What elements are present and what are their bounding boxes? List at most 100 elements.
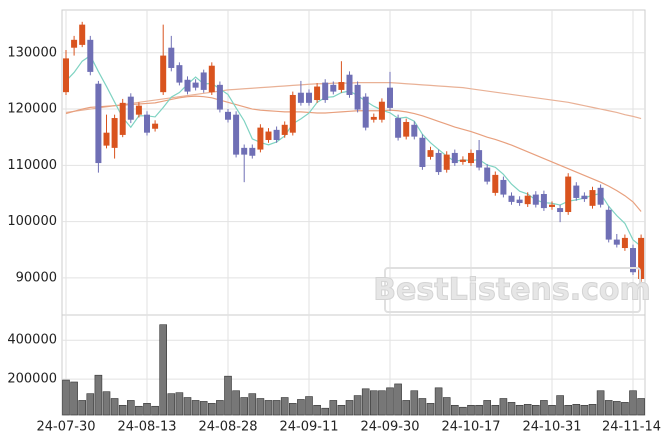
volume-bar xyxy=(394,383,402,416)
candle-body xyxy=(322,82,329,101)
volume-bar xyxy=(459,406,467,416)
volume-bar xyxy=(588,404,597,416)
candle-body xyxy=(208,65,215,93)
candle-body xyxy=(524,195,531,205)
candle-body xyxy=(306,92,312,103)
volume-bar xyxy=(475,404,483,416)
volume-bar xyxy=(321,407,330,416)
candle-body xyxy=(330,84,337,92)
volume-bar xyxy=(232,390,240,416)
candle-body xyxy=(144,114,150,133)
candle-body xyxy=(216,84,223,110)
volume-tick-label: 200000 xyxy=(7,372,57,387)
candle-body xyxy=(492,174,499,193)
candle-body xyxy=(273,129,280,140)
candle-body xyxy=(589,190,596,206)
y-tick-label: 130000 xyxy=(7,45,57,60)
candle-body xyxy=(241,147,248,155)
candle-body xyxy=(476,150,483,168)
volume-bar xyxy=(175,392,184,416)
candle-body xyxy=(297,92,304,103)
candle-body xyxy=(281,124,288,135)
candle-body xyxy=(200,72,207,90)
candle-body xyxy=(581,195,588,200)
volume-bar xyxy=(313,404,321,416)
candle-body xyxy=(638,237,645,279)
volume-bar xyxy=(491,404,500,416)
candle-body xyxy=(87,39,94,72)
candle-body xyxy=(605,209,612,240)
volume-bar xyxy=(118,404,127,416)
volume-bar xyxy=(564,404,573,416)
moving-average-line xyxy=(65,81,642,120)
volume-bar xyxy=(208,403,216,416)
candle-body xyxy=(540,194,547,209)
candle-body xyxy=(597,187,604,205)
volume-bar xyxy=(556,395,564,416)
candle-body xyxy=(95,83,102,164)
candle-body xyxy=(233,114,240,155)
watermark-text: BestListens.com xyxy=(373,273,651,308)
candle-body xyxy=(557,208,564,213)
candle-body xyxy=(411,124,418,137)
candle-body xyxy=(257,127,264,150)
volume-bar xyxy=(143,403,151,416)
candle-body xyxy=(314,86,321,101)
candle-body xyxy=(484,167,491,182)
candle-body xyxy=(630,248,636,273)
candle-body xyxy=(565,176,572,213)
volume-bar xyxy=(248,393,257,416)
candle-body xyxy=(427,150,434,157)
volume-bar xyxy=(78,400,86,416)
volume-bar xyxy=(86,393,95,416)
candle-body xyxy=(435,152,442,173)
volume-bar xyxy=(450,404,459,416)
volume-bar xyxy=(353,395,362,416)
volume-bar xyxy=(621,402,629,416)
moving-average-line xyxy=(65,95,642,212)
x-tick-label: 24-08-28 xyxy=(198,420,257,435)
volume-bar xyxy=(191,400,200,416)
volume-bar xyxy=(280,397,289,416)
volume-bar xyxy=(135,405,143,416)
candle-body xyxy=(338,82,345,90)
volume-bar xyxy=(523,404,532,416)
x-tick-label: 24-11-14 xyxy=(602,420,661,435)
y-tick-label: 120000 xyxy=(7,102,57,117)
candle-body xyxy=(500,179,507,195)
volume-bar xyxy=(442,397,451,416)
candle-body xyxy=(419,137,426,168)
x-tick-label: 24-07-30 xyxy=(36,420,95,435)
volume-bar xyxy=(345,400,354,416)
candle-body xyxy=(184,79,191,92)
candle-body xyxy=(225,111,231,120)
volume-bar xyxy=(62,379,70,416)
grid xyxy=(62,10,645,415)
volume-bar xyxy=(94,374,103,416)
watermark: BestListens.com xyxy=(373,267,651,313)
volume-bar xyxy=(540,400,548,416)
volume-bar xyxy=(378,390,386,416)
volume-bar xyxy=(256,398,265,416)
candle-body xyxy=(532,194,539,205)
volume-bar xyxy=(305,396,313,416)
volume-bar xyxy=(369,390,378,416)
candle-body xyxy=(176,65,183,83)
volume-bar xyxy=(418,398,427,416)
candle-body xyxy=(71,39,78,48)
candle-body xyxy=(152,123,159,129)
volume-bar xyxy=(216,400,224,416)
candle-body xyxy=(387,87,393,108)
volume-bar xyxy=(531,404,540,416)
plot-frame xyxy=(61,9,646,416)
volume-bar xyxy=(580,404,589,416)
volume-bar xyxy=(167,393,176,416)
volume-bar xyxy=(548,404,556,416)
candle-body xyxy=(63,58,69,93)
candle-body xyxy=(549,204,555,207)
volume-bar xyxy=(264,400,273,416)
y-tick-label: 90000 xyxy=(16,270,57,285)
candle-body xyxy=(573,185,580,198)
candle-body xyxy=(621,237,628,249)
candle-body xyxy=(79,24,86,45)
